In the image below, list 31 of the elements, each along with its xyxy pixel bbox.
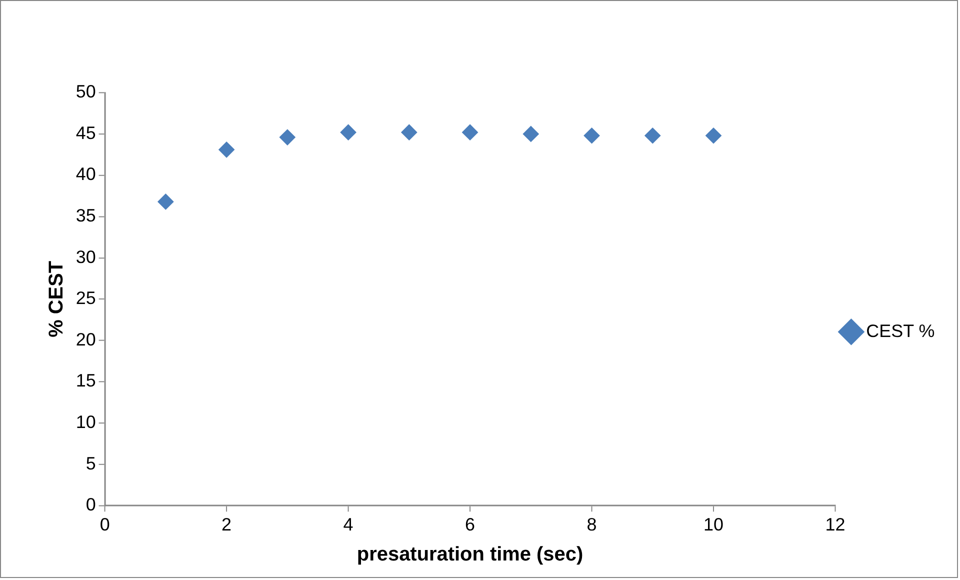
y-tick-label: 50 (76, 82, 96, 102)
x-tick-label: 12 (825, 514, 846, 534)
y-tick-label: 20 (76, 329, 96, 350)
y-tick-label: 35 (76, 206, 96, 226)
y-tick-label: 5 (86, 453, 96, 474)
point (279, 129, 296, 146)
y-tick-label: 0 (86, 494, 96, 515)
point (462, 124, 478, 140)
point (584, 128, 600, 144)
x-tick-label: 2 (222, 514, 232, 534)
x-tick-label: 4 (343, 514, 354, 534)
y-tick-label: 40 (76, 164, 96, 184)
y-tick-label: 25 (76, 288, 96, 308)
x-tick-label: 10 (704, 514, 724, 534)
x-tick-label: 0 (100, 514, 110, 534)
y-tick-label: 45 (76, 122, 96, 143)
y-axis-title: % CEST (45, 260, 68, 338)
y-tick-label: 30 (76, 246, 96, 267)
y-tick-label: 15 (76, 370, 96, 391)
y-tick-label: 10 (76, 412, 96, 432)
legend-label: CEST % (866, 320, 935, 341)
point (644, 128, 661, 144)
point (401, 124, 418, 140)
x-tick-label: 8 (586, 514, 597, 534)
x-tick-label: 6 (465, 514, 476, 534)
point (218, 142, 235, 158)
point (340, 124, 356, 140)
x-axis-title: presaturation time (sec) (356, 544, 584, 566)
point (158, 194, 174, 210)
point (706, 128, 722, 144)
point (522, 126, 539, 142)
